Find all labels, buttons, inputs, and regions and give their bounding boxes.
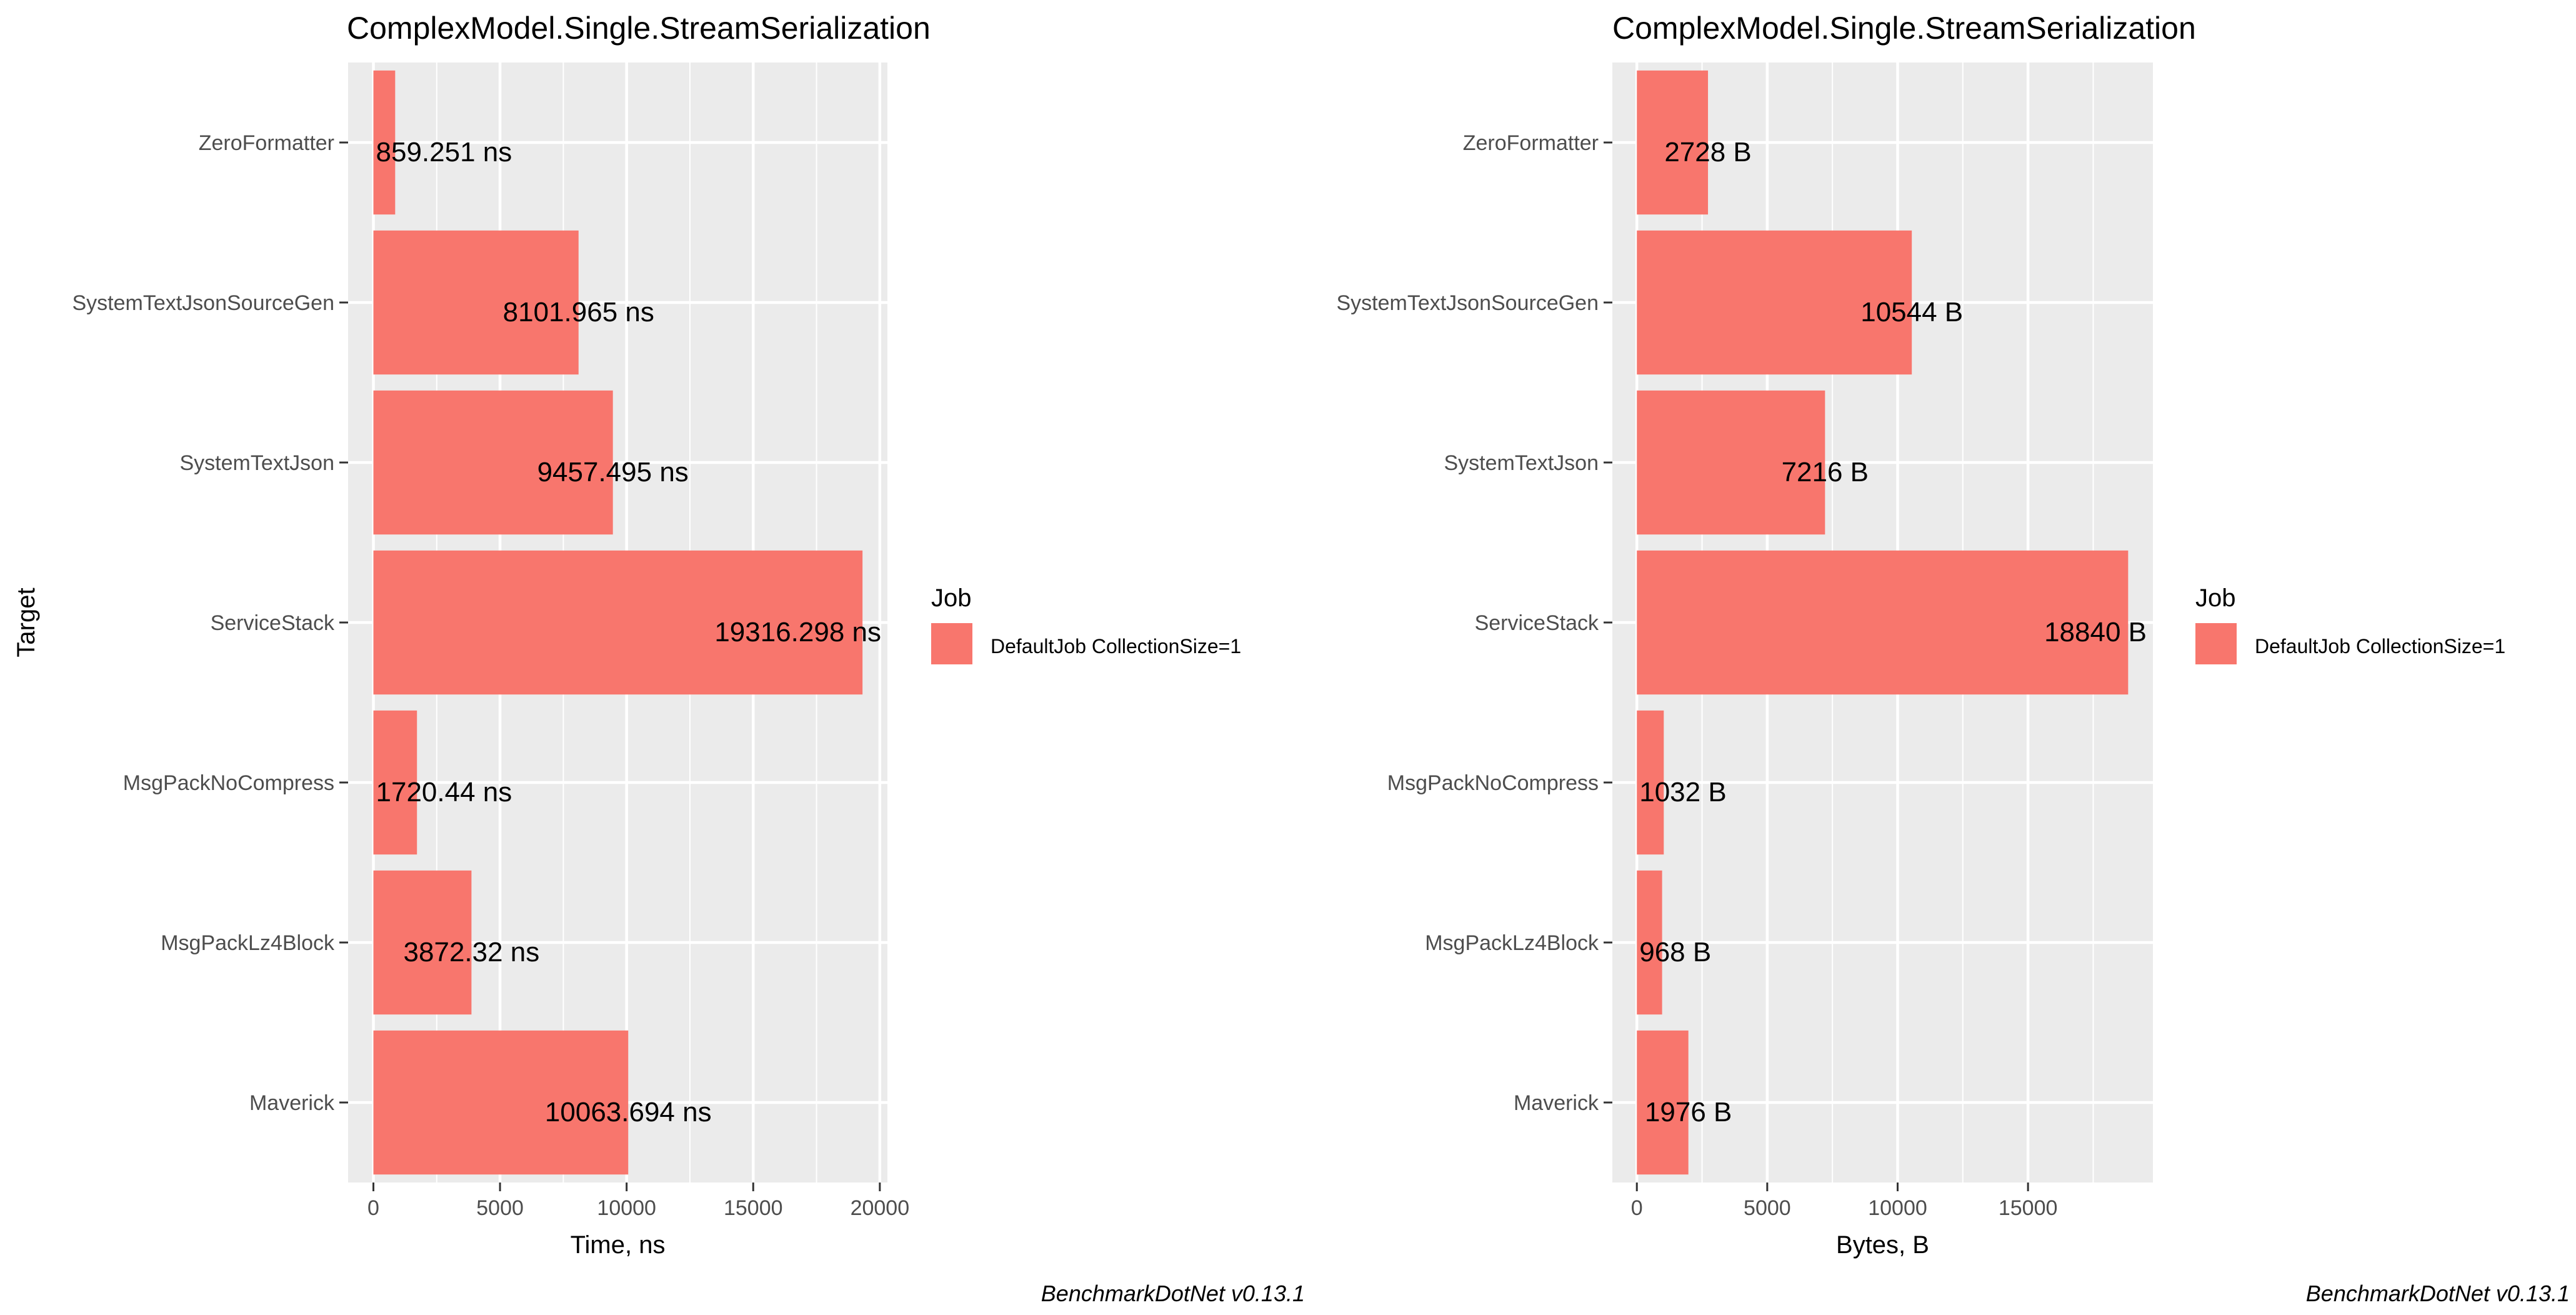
x-tick-label: 15000 (1999, 1196, 2058, 1220)
bar (373, 870, 472, 1015)
data-label: 18840 B (2044, 617, 2147, 648)
caption: BenchmarkDotNet v0.13.1 (1041, 1281, 1305, 1306)
data-label: 10063.694 ns (545, 1097, 712, 1128)
y-tick-label: ZeroFormatter (1463, 131, 1599, 155)
x-tick-label: 5000 (476, 1196, 524, 1220)
y-tick-label: MsgPackNoCompress (1387, 771, 1599, 795)
y-tick-label: SystemTextJsonSourceGen (1336, 291, 1599, 315)
data-label: 1720.44 ns (376, 777, 512, 808)
bar (373, 550, 863, 695)
data-label: 859.251 ns (376, 137, 512, 168)
bar (1637, 230, 1912, 375)
y-tick-label: SystemTextJson (179, 451, 334, 475)
x-axis-title: Bytes, B (1836, 1231, 1929, 1259)
legend-title: Job (931, 584, 972, 612)
data-label: 1976 B (1645, 1097, 1732, 1128)
chart-title: ComplexModel.Single.StreamSerialization (347, 11, 931, 46)
x-tick-label: 0 (367, 1196, 379, 1220)
x-tick-label: 10000 (597, 1196, 656, 1220)
bar (1637, 870, 1662, 1015)
x-tick-label: 5000 (1744, 1196, 1791, 1220)
bar (373, 710, 417, 855)
data-label: 3872.32 ns (404, 937, 540, 968)
y-tick-label: ZeroFormatter (199, 131, 334, 155)
bar (1637, 550, 2129, 695)
chart-title: ComplexModel.Single.StreamSerialization (1612, 11, 2196, 46)
bar (373, 1030, 629, 1175)
y-tick-label: MsgPackLz4Block (161, 931, 335, 955)
y-tick-label: SystemTextJsonSourceGen (72, 291, 334, 315)
bar (1637, 710, 1664, 855)
y-tick-label: SystemTextJson (1444, 451, 1599, 475)
legend-swatch (2195, 623, 2237, 664)
caption: BenchmarkDotNet v0.13.1 (2306, 1281, 2570, 1306)
data-label: 7216 B (1782, 457, 1869, 488)
y-tick-label: MsgPackNoCompress (123, 771, 334, 795)
y-tick-label: Maverick (249, 1091, 335, 1115)
y-axis-title: Target (12, 588, 40, 657)
data-label: 8101.965 ns (503, 297, 654, 328)
bar (1637, 1030, 1689, 1175)
data-label: 968 B (1639, 937, 1711, 968)
bar (1637, 390, 1825, 535)
bar (373, 70, 396, 215)
data-label: 10544 B (1860, 297, 1963, 328)
data-label: 19316.298 ns (714, 617, 881, 648)
data-label: 9457.495 ns (537, 457, 689, 488)
y-tick-label: MsgPackLz4Block (1425, 931, 1599, 955)
x-tick-label: 15000 (724, 1196, 783, 1220)
y-tick-label: ServiceStack (211, 611, 335, 635)
bar (373, 390, 613, 535)
y-tick-label: Maverick (1514, 1091, 1599, 1115)
data-label: 2728 B (1664, 137, 1751, 168)
legend-label: DefaultJob CollectionSize=1 (2255, 635, 2505, 658)
x-tick-label: 10000 (1868, 1196, 1927, 1220)
y-tick-label: ServiceStack (1475, 611, 1599, 635)
legend-title: Job (2195, 584, 2236, 612)
x-axis-title: Time, ns (571, 1231, 666, 1259)
legend-label: DefaultJob CollectionSize=1 (991, 635, 1241, 658)
bar (1637, 70, 1709, 215)
x-tick-label: 20000 (851, 1196, 910, 1220)
legend-swatch (931, 623, 972, 664)
x-tick-label: 0 (1631, 1196, 1643, 1220)
bar (373, 230, 579, 375)
data-label: 1032 B (1639, 777, 1726, 808)
